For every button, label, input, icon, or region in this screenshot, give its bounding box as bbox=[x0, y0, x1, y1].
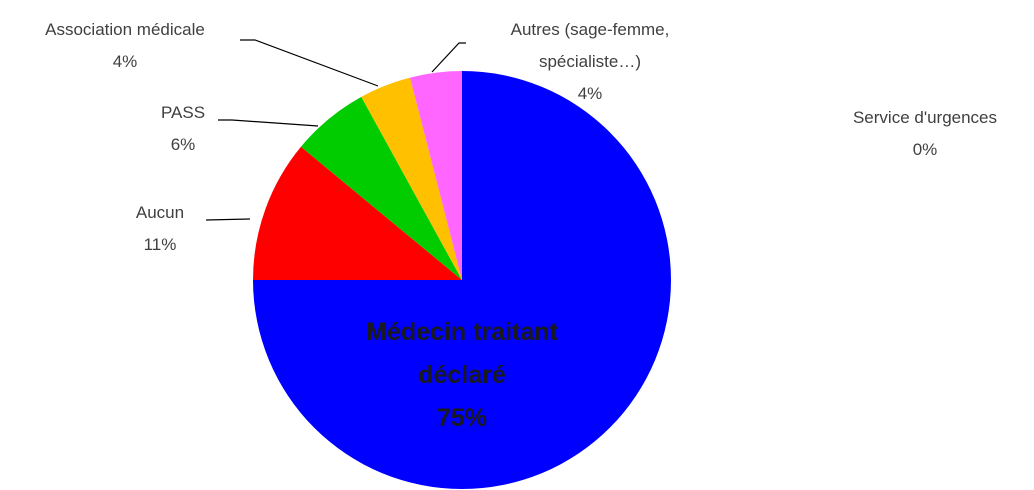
value-label: 6% bbox=[170, 135, 196, 154]
slice-label: Service d'urgences 0% bbox=[815, 102, 1034, 166]
pie-slice bbox=[300, 96, 462, 281]
value-label: 0% bbox=[912, 140, 938, 159]
pie-slice bbox=[361, 77, 462, 280]
slice-label: Aucun 11% bbox=[110, 197, 210, 261]
value-label: 11% bbox=[143, 235, 177, 254]
leader-line bbox=[218, 119, 319, 127]
value-label: 4% bbox=[112, 52, 138, 71]
category-label: Autres (sage-femme, spécialiste…) bbox=[510, 20, 670, 71]
pie-slice bbox=[253, 146, 462, 280]
category-label: Association médicale bbox=[45, 20, 205, 39]
slice-label: Médecin traitant déclaré 75% bbox=[322, 311, 602, 440]
category-label: Médecin traitant déclaré bbox=[366, 318, 558, 389]
slice-label: Autres (sage-femme, spécialiste…) 4% bbox=[500, 14, 680, 110]
category-label: Aucun bbox=[135, 203, 185, 222]
pie-slice bbox=[410, 71, 462, 280]
leader-line bbox=[431, 42, 466, 73]
slice-label: PASS 6% bbox=[133, 97, 233, 161]
leader-line bbox=[205, 218, 251, 221]
category-label: Service d'urgences bbox=[852, 108, 998, 127]
value-label: 75% bbox=[436, 404, 488, 432]
value-label: 4% bbox=[577, 84, 603, 103]
category-label: PASS bbox=[160, 103, 206, 122]
slice-label: Association médicale 4% bbox=[5, 14, 245, 78]
leader-lines bbox=[205, 39, 466, 221]
leader-line bbox=[240, 39, 379, 87]
slices bbox=[253, 71, 671, 489]
